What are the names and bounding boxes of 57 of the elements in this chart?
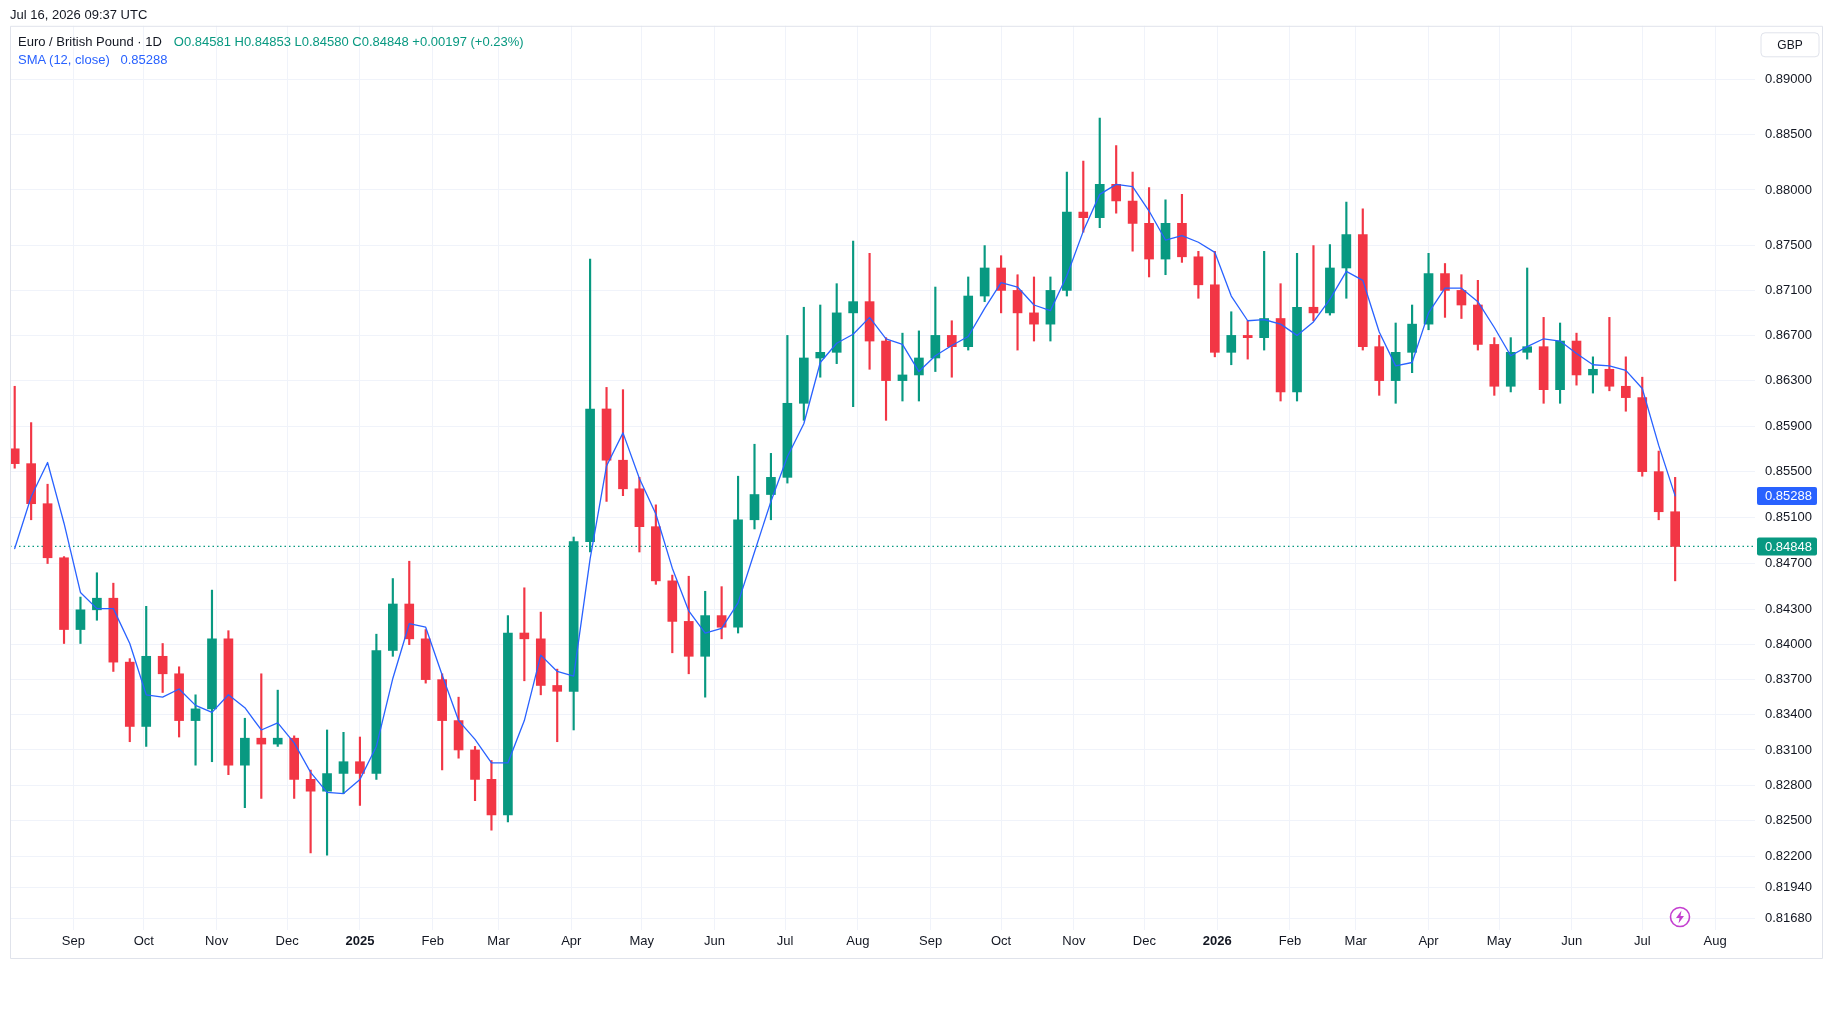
x-tick-label: Jul bbox=[1633, 932, 1651, 948]
x-tick-label: Feb bbox=[421, 932, 444, 948]
x-tick-label: Apr bbox=[561, 932, 583, 948]
x-tick-label: Aug bbox=[846, 932, 870, 948]
x-tick-label: Jun bbox=[1561, 932, 1583, 948]
x-tick-label: Dec bbox=[275, 932, 300, 948]
y-tick-label: 0.84000 bbox=[1765, 636, 1812, 652]
y-tick-label: 0.82800 bbox=[1765, 776, 1812, 792]
y-tick-label: 0.81940 bbox=[1765, 878, 1812, 894]
y-tick-label: 0.87100 bbox=[1765, 281, 1812, 297]
x-tick-label: Sep bbox=[61, 932, 85, 948]
y-tick-label: 0.86700 bbox=[1765, 326, 1812, 342]
y-tick-label: 0.84700 bbox=[1765, 555, 1812, 571]
x-tick-label: May bbox=[629, 932, 655, 948]
x-tick-label: Oct bbox=[990, 932, 1012, 948]
y-tick-label: 0.89000 bbox=[1765, 71, 1812, 87]
y-tick-label: 0.88500 bbox=[1765, 126, 1812, 142]
y-tick-label: 0.81680 bbox=[1765, 910, 1812, 925]
ref-line-label: 0.84848 bbox=[1765, 538, 1812, 554]
y-tick-label: 0.83400 bbox=[1765, 706, 1812, 722]
candlestick bbox=[749, 443, 760, 530]
y-tick-label: 0.82500 bbox=[1765, 812, 1812, 828]
y-tick-label: 0.85100 bbox=[1765, 509, 1812, 525]
x-tick-label: Oct bbox=[133, 932, 155, 948]
y-tick-label: 0.85900 bbox=[1765, 417, 1812, 433]
x-tick-label: 2025 bbox=[345, 932, 375, 948]
text: SMA (12, close) bbox=[18, 52, 110, 68]
y-tick-label: 0.85500 bbox=[1765, 463, 1812, 479]
y-axis-title: GBP bbox=[1777, 37, 1803, 52]
y-tick-label: 0.83700 bbox=[1765, 671, 1812, 687]
x-tick-label: 2026 bbox=[1202, 932, 1232, 948]
x-tick-label: Apr bbox=[1418, 932, 1440, 948]
y-tick-label: 0.84300 bbox=[1765, 601, 1812, 617]
x-tick-label: Mar bbox=[1344, 932, 1368, 948]
y-tick-label: 0.87500 bbox=[1765, 237, 1812, 253]
text: O0.84581 H0.84853 L0.84580 C0.84848 +0.00197 (+0.23%) bbox=[173, 34, 524, 50]
x-tick-label: Sep bbox=[919, 932, 943, 948]
x-tick-label: Mar bbox=[487, 932, 511, 948]
text: Jul 16, 2026 09:37 UTC bbox=[10, 7, 148, 23]
x-tick-label: Aug bbox=[1703, 932, 1727, 948]
x-tick-label: Feb bbox=[1278, 932, 1302, 948]
candlestick bbox=[190, 694, 201, 766]
x-tick-label: Nov bbox=[205, 932, 229, 948]
candlestick bbox=[338, 731, 349, 794]
y-tick-label: 0.82200 bbox=[1765, 847, 1812, 863]
x-tick-label: Dec bbox=[1132, 932, 1157, 948]
text: 0.85288 bbox=[1765, 487, 1812, 503]
annotation: 0.85288 bbox=[120, 52, 168, 68]
text: Euro / British Pound · 1D bbox=[18, 34, 162, 50]
x-tick-label: Nov bbox=[1062, 932, 1086, 948]
x-tick-label: Jul bbox=[776, 932, 794, 948]
y-tick-label: 0.88000 bbox=[1765, 181, 1812, 197]
x-tick-label: Jun bbox=[704, 932, 726, 948]
y-tick-label: 0.86300 bbox=[1765, 372, 1812, 388]
x-tick-label: May bbox=[1486, 932, 1512, 948]
y-tick-label: 0.83100 bbox=[1765, 741, 1812, 757]
candlestick bbox=[1012, 274, 1023, 351]
